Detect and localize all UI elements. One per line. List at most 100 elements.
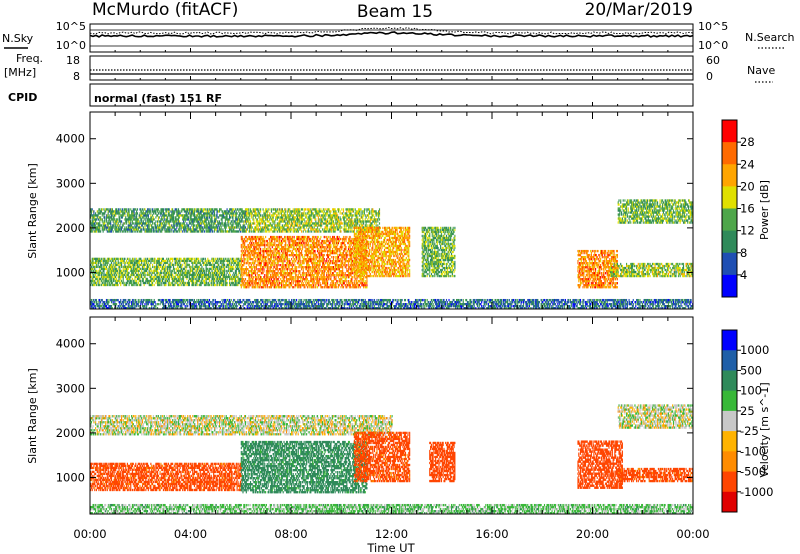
power-cell	[120, 284, 121, 286]
power-cell	[251, 230, 252, 232]
power-cell	[250, 222, 251, 224]
power-cell	[177, 266, 178, 268]
power-cell	[269, 238, 270, 240]
power-cell	[233, 264, 234, 266]
power-cell	[379, 222, 380, 224]
power-cell	[264, 276, 265, 278]
power-cell	[160, 280, 161, 282]
power-cell	[229, 272, 230, 274]
power-cell	[230, 274, 231, 276]
power-cell	[250, 220, 251, 222]
power-cell	[132, 278, 133, 280]
power-cell	[113, 268, 114, 270]
power-cell	[260, 270, 261, 272]
power-cell	[266, 208, 267, 210]
power-cell	[284, 212, 285, 214]
power-cell	[96, 282, 97, 284]
power-cell	[166, 274, 167, 276]
power-cell	[248, 210, 249, 212]
power-cell	[164, 212, 165, 214]
power-cell	[291, 212, 292, 214]
power-cell	[165, 226, 166, 228]
power-cell	[228, 274, 229, 276]
power-cell	[206, 262, 207, 264]
power-cell	[178, 264, 179, 266]
power-cell	[251, 214, 252, 216]
power-cell	[96, 262, 97, 264]
power-cell	[206, 284, 207, 286]
power-cell	[223, 280, 224, 282]
power-cell	[231, 264, 232, 266]
power-cell	[112, 276, 113, 278]
power-cell	[110, 284, 111, 286]
power-cell	[154, 258, 155, 260]
power-cell	[118, 208, 119, 210]
power-cell	[332, 218, 333, 220]
power-cell	[178, 272, 179, 274]
power-cell	[271, 258, 272, 260]
power-cell	[180, 262, 181, 264]
power-cell	[161, 284, 162, 286]
power-cell	[167, 268, 168, 270]
power-cell	[313, 228, 314, 230]
power-cell	[145, 264, 146, 266]
power-cell	[137, 212, 138, 214]
nave-tick-bottom: 0	[706, 70, 713, 83]
power-cell	[96, 264, 97, 266]
power-cell	[208, 220, 209, 222]
power-cell	[290, 226, 291, 228]
power-cell	[269, 212, 270, 214]
power-cell	[221, 282, 222, 284]
power-cell	[300, 228, 301, 230]
power-cell	[132, 262, 133, 264]
power-cell	[170, 266, 171, 268]
power-cell	[141, 210, 142, 212]
power-cell	[198, 220, 199, 222]
power-cell	[174, 270, 175, 272]
power-cell	[140, 284, 141, 286]
power-cell	[128, 274, 129, 276]
power-cell	[124, 272, 125, 274]
power-cell	[168, 210, 169, 212]
power-cell	[174, 268, 175, 270]
power-cell	[257, 264, 258, 266]
power-cell	[129, 258, 130, 260]
power-cell	[191, 224, 192, 226]
power-cell	[365, 218, 366, 220]
power-cell	[320, 216, 321, 218]
power-cell	[112, 282, 113, 284]
power-cell	[150, 212, 151, 214]
power-cell	[232, 220, 233, 222]
power-cell	[202, 260, 203, 262]
power-cell	[124, 222, 125, 224]
power-cell	[113, 280, 114, 282]
date-title: 20/Mar/2019	[585, 0, 693, 20]
power-cell	[245, 226, 246, 228]
power-cell	[139, 220, 140, 222]
power-cell	[164, 266, 165, 268]
power-cell	[249, 228, 250, 230]
power-cell	[263, 278, 264, 280]
power-cell	[277, 218, 278, 220]
power-cell	[134, 274, 135, 276]
power-cell	[113, 230, 114, 232]
power-cell	[339, 220, 340, 222]
power-cell	[248, 264, 249, 266]
power-cell	[255, 260, 256, 262]
power-cell	[152, 282, 153, 284]
power-cell	[154, 262, 155, 264]
nave-tick-top: 60	[706, 54, 720, 67]
power-cell	[210, 274, 211, 276]
power-cell	[246, 270, 247, 272]
power-cell	[245, 278, 246, 280]
power-cell	[180, 264, 181, 266]
noise-right-tick-bottom: 10^0	[698, 39, 728, 52]
power-cell	[309, 208, 310, 210]
power-cell	[316, 208, 317, 210]
power-cell	[127, 282, 128, 284]
power-cell	[96, 218, 97, 220]
power-cell	[254, 262, 255, 264]
power-cell	[91, 266, 92, 268]
power-cell	[117, 218, 118, 220]
power-cell	[229, 214, 230, 216]
